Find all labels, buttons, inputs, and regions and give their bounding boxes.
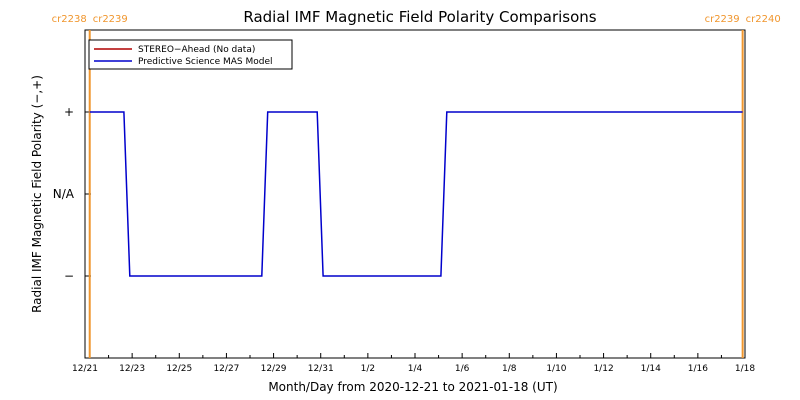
x-axis-label: Month/Day from 2020-12-21 to 2021-01-18 … — [268, 380, 557, 394]
carrington-label-right: cr2239 — [93, 14, 128, 25]
chart-title: Radial IMF Magnetic Field Polarity Compa… — [243, 8, 596, 26]
x-tick-label: 1/8 — [502, 364, 517, 374]
legend-box — [88, 39, 293, 70]
x-tick-label: 1/14 — [641, 364, 661, 374]
x-tick-label: 12/21 — [72, 364, 98, 374]
x-tick-label: 12/31 — [308, 364, 334, 374]
x-tick-label: 12/27 — [213, 364, 239, 374]
x-tick-label: 12/23 — [119, 364, 145, 374]
y-tick-label: − — [64, 269, 74, 283]
carrington-label-left: cr2238 — [52, 14, 87, 25]
legend: STEREO−Ahead (No data) Predictive Scienc… — [88, 39, 293, 70]
x-tick-label: 12/29 — [261, 364, 287, 374]
x-axis-ticks: 12/21 12/23 12/25 12/27 12/29 12/31 1/2 1/4 1/6 1… — [72, 353, 755, 374]
series-line-mas-model — [89, 111, 743, 277]
x-tick-label: 1/4 — [408, 364, 423, 374]
x-tick-label: 1/6 — [455, 364, 470, 374]
x-tick-label: 1/16 — [688, 364, 708, 374]
plot-frame — [84, 29, 746, 359]
y-axis-label: Radial IMF Magnetic Field Polarity (−,+) — [30, 75, 44, 313]
x-tick-label: 1/2 — [361, 364, 375, 374]
carrington-label-left: cr2239 — [705, 14, 740, 25]
y-tick-label: N/A — [53, 187, 75, 201]
x-tick-label: 1/18 — [735, 364, 755, 374]
x-tick-label: 1/12 — [593, 364, 613, 374]
series-layer — [89, 111, 743, 277]
carrington-label-right: cr2240 — [746, 14, 781, 25]
x-tick-label: 12/25 — [166, 364, 192, 374]
legend-label-mas-model: Predictive Science MAS Model — [138, 57, 273, 67]
y-tick-label: + — [64, 105, 74, 119]
legend-label-stereo: STEREO−Ahead (No data) — [138, 45, 255, 55]
carrington-rotation-labels: cr2238 cr2239 cr2239 cr2240 — [52, 14, 781, 25]
carrington-markers — [88, 30, 744, 358]
x-tick-label: 1/10 — [546, 364, 566, 374]
